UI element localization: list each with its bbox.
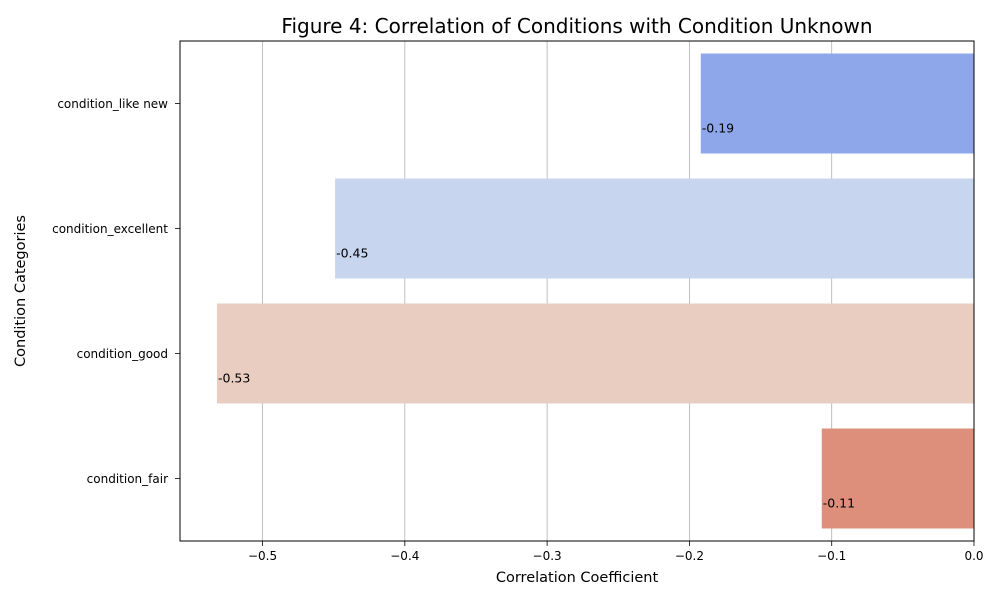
plot-frame (179, 40, 975, 542)
y-tick-layer: condition_like new condition_excellentcon… (52, 97, 180, 486)
x-tick-label: −0.3 (533, 549, 562, 563)
value-label-layer: -0.19 -0.45 -0.53 -0.11 (218, 121, 855, 511)
bar (700, 53, 974, 154)
y-tick-label: condition_like new (57, 97, 168, 111)
bar-value-label: -0.45 (336, 246, 368, 261)
x-tick-layer: −0.5 −0.4 −0.3 −0.2 −0.1 0.0 (248, 541, 984, 563)
x-tick-label: −0.1 (817, 549, 846, 563)
bar (216, 303, 975, 404)
y-tick-label: condition_excellent (52, 222, 168, 236)
x-tick-label: −0.2 (675, 549, 704, 563)
bar (821, 428, 974, 529)
x-tick-label: −0.5 (248, 549, 277, 563)
y-tick-label: condition_fair (87, 472, 168, 486)
y-tick-label: condition_good (77, 347, 168, 361)
bar-value-label: -0.53 (218, 371, 250, 386)
bar-value-label: -0.11 (823, 496, 855, 511)
x-tick-label: 0.0 (964, 549, 983, 563)
bar (335, 178, 975, 279)
x-axis-label: Correlation Coefficient (496, 570, 659, 586)
bar-layer (216, 53, 975, 529)
bar-value-label: -0.19 (702, 121, 734, 136)
x-tick-label: −0.4 (390, 549, 419, 563)
chart-title: Figure 4: Correlation of Conditions with… (281, 14, 872, 38)
y-axis-label: Condition Categories (13, 215, 29, 367)
